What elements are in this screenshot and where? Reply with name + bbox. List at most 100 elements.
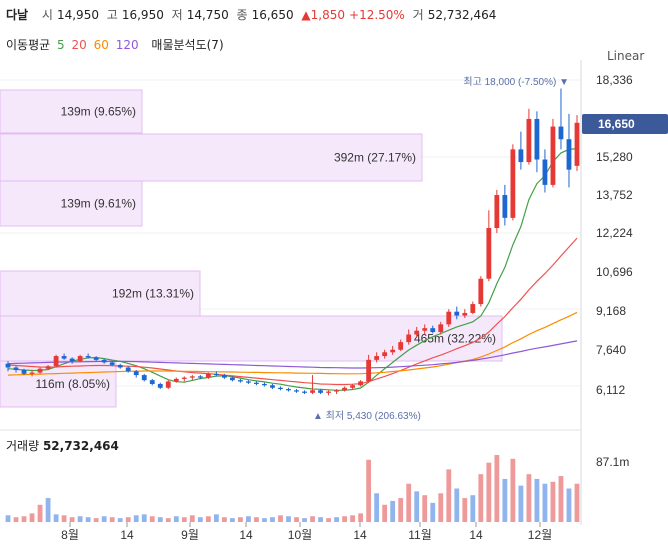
candle-body <box>406 334 412 343</box>
candle-66 <box>534 111 540 173</box>
price-tick-0: 18,336 <box>596 73 633 87</box>
low-annotation: ▲ 최저 5,430 (206.63%) <box>313 410 421 422</box>
candle-53 <box>430 325 436 334</box>
candle-body <box>470 304 476 313</box>
ma-5[interactable]: 5 <box>57 38 65 52</box>
candle-31 <box>254 381 259 386</box>
volume-bar-32 <box>262 518 267 522</box>
candle-68 <box>550 118 556 188</box>
candle-body <box>37 368 43 373</box>
candle-body <box>69 358 75 362</box>
volume-bar-70 <box>566 488 572 522</box>
volume-bar-36 <box>294 517 299 522</box>
price-tick-8: 6,112 <box>596 383 625 397</box>
volume-profile-bar-4 <box>0 315 503 362</box>
candle-59 <box>478 276 484 307</box>
candle-body <box>398 342 404 350</box>
candle-body <box>350 385 356 388</box>
candle-body <box>374 356 380 360</box>
ma-20[interactable]: 20 <box>71 38 87 52</box>
candle-71 <box>574 115 580 171</box>
volume-bar-13 <box>109 517 115 522</box>
current-price-tag <box>582 114 668 134</box>
candle-37 <box>302 390 307 395</box>
candle-body <box>181 377 187 379</box>
candle-body <box>566 139 572 170</box>
annotations: 최고 18,000 (-7.50%) ▼ ▲ 최저 5,430 (206.63%) <box>313 76 569 422</box>
ma-60[interactable]: 60 <box>93 38 109 52</box>
volume-bars <box>5 455 580 522</box>
ma-legend[interactable]: 이동평균 5 20 60 120 매물분석도(7) <box>6 36 227 53</box>
candle-30 <box>246 380 251 384</box>
date-label-2: 9월 <box>181 528 199 542</box>
volume-bar-12 <box>101 516 107 522</box>
volume-bar-6 <box>53 514 59 522</box>
candle-52 <box>422 324 428 335</box>
candle-4 <box>37 367 43 374</box>
candle-body <box>430 328 436 332</box>
candle-33 <box>270 383 275 390</box>
candle-26 <box>213 371 219 377</box>
volume-profile-label-1: 392m (27.17%) <box>334 151 416 165</box>
candle-body <box>53 356 59 367</box>
volume-bar-47 <box>382 504 388 522</box>
volume-bar-17 <box>141 514 147 522</box>
ma-120[interactable]: 120 <box>115 38 139 52</box>
candle-body <box>5 363 11 368</box>
candle-36 <box>294 389 299 393</box>
volume-bar-52 <box>422 495 428 522</box>
volume-bar-46 <box>374 493 380 522</box>
candle-28 <box>229 376 235 382</box>
candle-body <box>278 387 283 390</box>
volume-bar-26 <box>213 514 219 522</box>
volume-bar-24 <box>197 517 203 522</box>
scale-mode-button[interactable]: Linear <box>607 49 645 63</box>
candle-body <box>446 311 452 325</box>
candle-body <box>213 373 219 376</box>
volume-profile-toggle[interactable]: 매물분석도(7) <box>151 38 224 52</box>
candle-67 <box>542 149 548 193</box>
candle-25 <box>205 372 211 379</box>
candle-9 <box>77 354 83 363</box>
candle-32 <box>262 382 267 387</box>
candle-17 <box>141 373 147 382</box>
candle-body <box>117 364 123 368</box>
candle-45 <box>366 354 372 383</box>
volume-bar-54 <box>438 493 444 522</box>
volume-panel-title: 거래량 <box>6 439 40 453</box>
candle-body <box>85 356 91 358</box>
candle-34 <box>278 386 283 391</box>
volume-bar-55 <box>446 469 452 522</box>
volume-profile-label-0: 139m (9.65%) <box>61 105 136 119</box>
volume-bar-50 <box>406 483 412 522</box>
candle-body <box>534 118 540 160</box>
volume-profile-bar-2 <box>0 180 143 227</box>
volume-bar-23 <box>189 515 195 522</box>
price-axis: 18,336 16,650 15,280 13,752 12,224 10,696 9,16… <box>582 73 668 469</box>
volume-profile: 139m (9.65%) 392m (27.17%) 139m (9.61%) 192… <box>0 89 503 408</box>
candle-body <box>414 330 420 335</box>
candle-body <box>478 278 484 305</box>
open-value: 14,950 <box>56 8 99 22</box>
candle-body <box>262 383 267 386</box>
candle-3 <box>29 370 35 377</box>
candle-body <box>238 380 243 382</box>
candle-body <box>45 366 51 369</box>
volume-bar-7 <box>61 515 67 522</box>
volume-bar-62 <box>502 478 508 522</box>
date-label-5: 14 <box>353 528 367 542</box>
volume-bar-64 <box>518 485 524 522</box>
date-label-1: 14 <box>120 528 134 542</box>
date-label-3: 14 <box>239 528 253 542</box>
candle-body <box>229 377 235 381</box>
candle-body <box>390 349 396 353</box>
candle-body <box>205 373 211 378</box>
price-tick-6: 9,168 <box>596 304 626 318</box>
volume-profile-bar-1 <box>0 133 423 182</box>
candle-35 <box>286 387 291 392</box>
candle-body <box>542 159 548 185</box>
candle-body <box>358 381 364 386</box>
candle-60 <box>486 210 492 282</box>
ma-line-20 <box>7 237 578 386</box>
